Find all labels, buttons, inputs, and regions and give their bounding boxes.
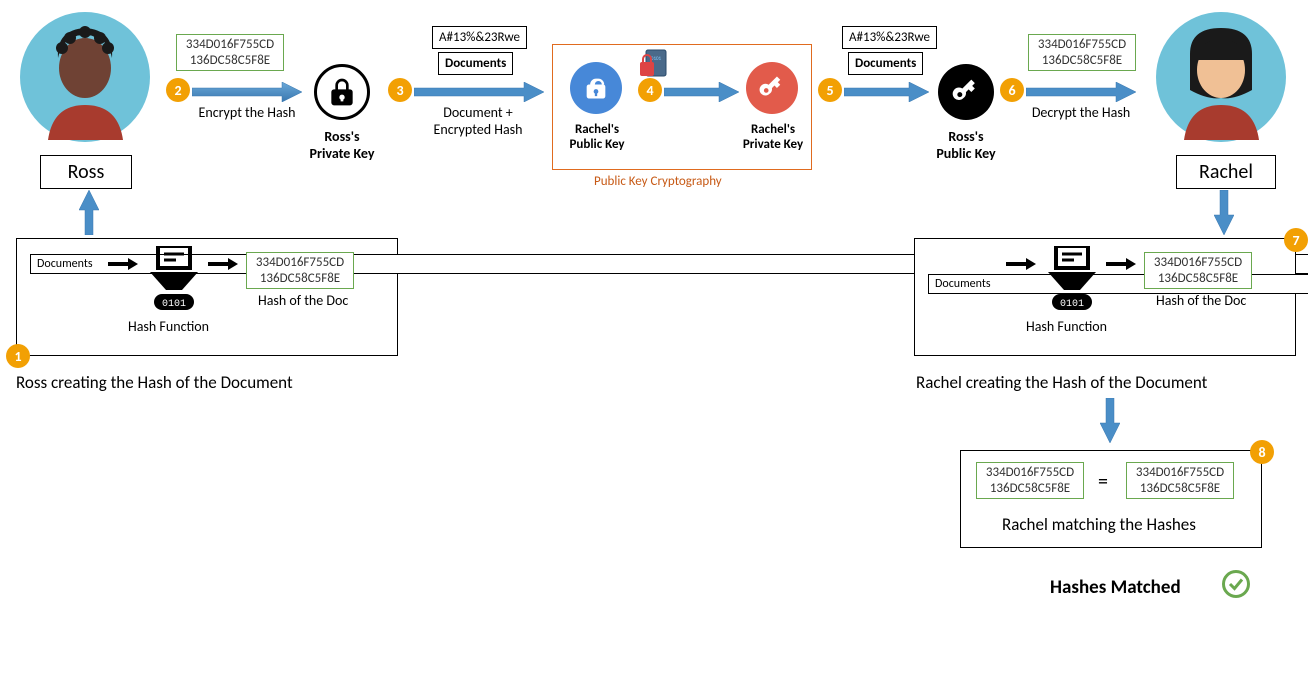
arrow-3 xyxy=(414,82,544,102)
rachel-hashfunc-label: Hash Function xyxy=(1026,318,1107,335)
arrow-2 xyxy=(192,82,302,102)
arrow-compare xyxy=(1100,398,1120,443)
hash-display-1: 334D016F755CD 136DC58C5F8E xyxy=(176,34,284,71)
rachel-hash-output: 334D016F755CD 136DC58C5F8E xyxy=(1144,252,1252,289)
rachel-public-key-icon xyxy=(570,62,622,114)
step-2-text: Encrypt the Hash xyxy=(192,104,302,121)
ross-public-label: Ross's Public Key xyxy=(928,128,1004,162)
rachel-private-label: Rachel's Private Key xyxy=(736,122,810,152)
ross-hashfunc-icon: 0101 xyxy=(146,246,202,312)
equals-sign: = xyxy=(1098,470,1108,494)
rachel-avatar xyxy=(1154,10,1289,145)
svg-text:0101: 0101 xyxy=(1060,299,1084,310)
step-badge-5: 5 xyxy=(818,78,842,102)
ross-private-label: Ross's Private Key xyxy=(302,128,382,162)
doc-secure-icon: 0101 xyxy=(638,48,668,80)
encrypted-box-1: A#13%&23Rwe xyxy=(432,26,527,49)
step-badge-6: 6 xyxy=(1000,78,1024,102)
compare-hash-right: 334D016F755CD 136DC58C5F8E xyxy=(1126,462,1234,499)
ross-hashdoc-label: Hash of the Doc xyxy=(258,292,348,309)
arrow-ross-up xyxy=(79,190,99,235)
doc-box-2: Documents xyxy=(848,52,923,75)
step-badge-3: 3 xyxy=(388,78,412,102)
svg-text:0101: 0101 xyxy=(162,299,186,310)
rachel-public-label: Rachel's Public Key xyxy=(562,122,632,152)
ross-small-arrow-2 xyxy=(208,258,238,270)
svg-text:0101: 0101 xyxy=(651,56,662,62)
rachel-hashdoc-label: Hash of the Doc xyxy=(1156,292,1246,309)
compare-caption: Rachel matching the Hashes xyxy=(1002,514,1196,535)
hash-line: 136DC58C5F8E xyxy=(181,53,279,69)
ross-avatar xyxy=(18,10,153,145)
arrow-5 xyxy=(844,82,929,102)
step-badge-4: 4 xyxy=(638,78,662,102)
check-icon xyxy=(1222,570,1250,598)
step-badge-8: 8 xyxy=(1250,440,1274,464)
step-badge-7: 7 xyxy=(1284,228,1308,252)
ross-caption: Ross creating the Hash of the Document xyxy=(16,372,293,393)
rachel-small-arrow-2 xyxy=(1106,258,1136,270)
rachel-small-arrow-1 xyxy=(1006,258,1036,270)
rachel-hashfunc-icon: 0101 xyxy=(1044,246,1100,312)
ross-public-key-icon xyxy=(938,64,994,120)
arrow-6 xyxy=(1026,82,1136,102)
hash-display-2: 334D016F755CD 136DC58C5F8E xyxy=(1028,34,1136,71)
hash-line: 334D016F755CD xyxy=(181,37,279,53)
pkc-label: Public Key Cryptography xyxy=(594,174,722,189)
ross-hashfunc-label: Hash Function xyxy=(128,318,209,335)
ross-small-arrow-1 xyxy=(108,258,138,270)
rachel-caption: Rachel creating the Hash of the Document xyxy=(916,372,1207,393)
compare-hash-left: 334D016F755CD 136DC58C5F8E xyxy=(976,462,1084,499)
arrow-4 xyxy=(664,82,739,102)
step-6-text: Decrypt the Hash xyxy=(1026,104,1136,121)
rachel-name-box: Rachel xyxy=(1176,155,1276,189)
ross-name-box: Ross xyxy=(40,155,132,189)
step-3-text: Document + Encrypted Hash xyxy=(418,104,538,138)
ross-hash-output: 334D016F755CD 136DC58C5F8E xyxy=(246,252,354,289)
doc-box-1: Documents xyxy=(438,52,513,75)
step-badge-2: 2 xyxy=(166,78,190,102)
step-badge-1: 1 xyxy=(6,344,30,368)
encrypted-box-2: A#13%&23Rwe xyxy=(842,26,937,49)
rachel-private-key-icon xyxy=(746,62,798,114)
matched-text: Hashes Matched xyxy=(1050,576,1181,599)
ross-private-key-icon xyxy=(314,64,370,120)
arrow-rachel-down xyxy=(1214,190,1234,235)
